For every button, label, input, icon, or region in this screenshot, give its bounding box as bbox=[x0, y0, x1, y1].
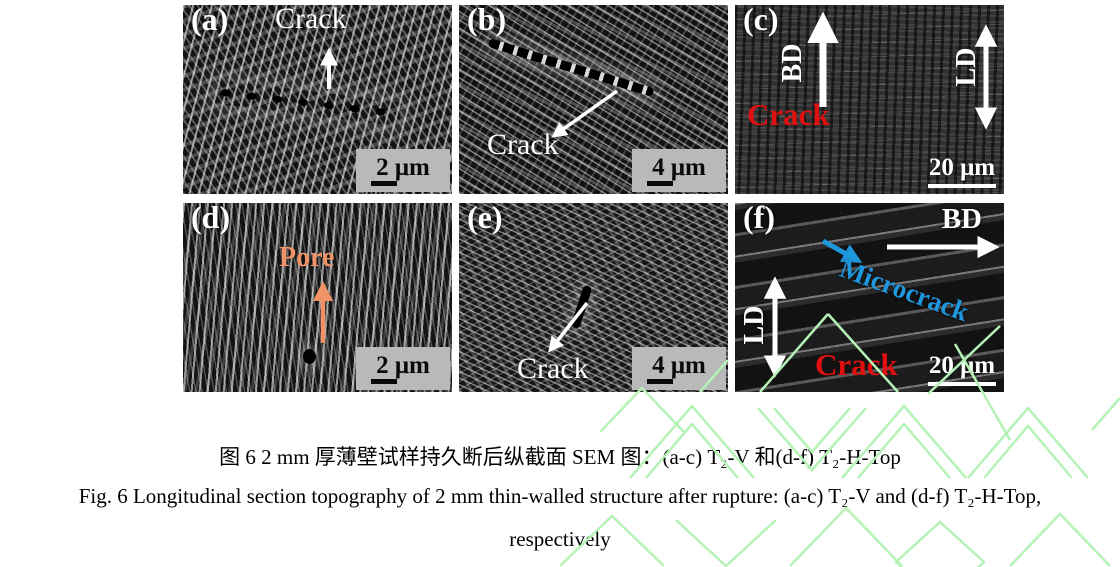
scale-bar: 2 μm bbox=[356, 347, 450, 390]
scale-bar-line bbox=[928, 184, 996, 188]
build-direction-label: BD bbox=[941, 203, 982, 235]
panel-label-c: (c) bbox=[743, 5, 779, 37]
crack-annotation: Crack bbox=[275, 5, 347, 35]
caption-english-cont: respectively bbox=[509, 527, 611, 551]
scale-bar-line bbox=[647, 181, 673, 186]
scale-bar-line bbox=[928, 382, 996, 386]
caption-english: Fig. 6 Longitudinal section topography o… bbox=[78, 484, 1042, 508]
scale-label: 4 μm bbox=[652, 352, 706, 379]
crack-annotation: Crack bbox=[815, 347, 898, 382]
panel-label-b: (b) bbox=[467, 5, 507, 37]
scale-label: 20 μm bbox=[928, 352, 996, 379]
scale-bar: 20 μm bbox=[928, 155, 996, 188]
annotation-arrows-d bbox=[312, 280, 334, 343]
crack-annotation: Crack bbox=[747, 97, 830, 132]
scale-bar: 4 μm bbox=[632, 347, 726, 390]
sem-panel-f: (f) BD LD Microcrack Crack 20 μm bbox=[735, 203, 1004, 392]
scale-label: 4 μm bbox=[652, 154, 706, 181]
sem-panel-e: (e) Crack 4 μm bbox=[459, 203, 728, 392]
pore-annotation: Pore bbox=[279, 242, 335, 273]
scale-bar-line bbox=[647, 379, 673, 384]
sem-micrograph-c bbox=[735, 5, 1004, 194]
panel-label-f: (f) bbox=[743, 203, 775, 235]
panel-label-a: (a) bbox=[191, 5, 229, 37]
sem-panel-grid: (a) Crack 2 μm (b) Crack 4 μm bbox=[183, 5, 1005, 393]
scale-bar: 4 μm bbox=[632, 149, 726, 192]
sem-panel-c: (c) BD LD Crack 20 μm bbox=[735, 5, 1004, 194]
annotation-arrows-c bbox=[807, 11, 998, 130]
scale-label: 2 μm bbox=[376, 352, 430, 379]
panel-label-d: (d) bbox=[191, 203, 231, 235]
loading-direction-label: LD bbox=[739, 305, 770, 345]
pore-feature bbox=[303, 349, 316, 364]
annotation-arrows-b bbox=[551, 89, 619, 138]
crack-annotation: Crack bbox=[487, 128, 559, 161]
sem-panel-a: (a) Crack 2 μm bbox=[183, 5, 452, 194]
annotation-arrows-e bbox=[548, 301, 589, 353]
sem-panel-d: (d) Pore 2 μm bbox=[183, 203, 452, 392]
scale-bar: 2 μm bbox=[356, 149, 450, 192]
scale-bar-line bbox=[371, 181, 397, 186]
build-direction-label: BD bbox=[777, 43, 808, 83]
caption-chinese: 图 6 2 mm 厚薄壁试样持久断后纵截面 SEM 图：(a-c) T₂-V 和… bbox=[219, 445, 901, 469]
crack-annotation: Crack bbox=[517, 352, 589, 385]
sem-panel-b: (b) Crack 4 μm bbox=[459, 5, 728, 194]
scale-label: 2 μm bbox=[376, 154, 430, 181]
scale-bar-line bbox=[371, 379, 397, 384]
scale-label: 20 μm bbox=[928, 154, 996, 181]
loading-direction-label: LD bbox=[951, 47, 982, 87]
scale-bar: 20 μm bbox=[928, 353, 996, 386]
annotation-arrows-a bbox=[320, 47, 338, 89]
panel-label-e: (e) bbox=[467, 203, 503, 235]
